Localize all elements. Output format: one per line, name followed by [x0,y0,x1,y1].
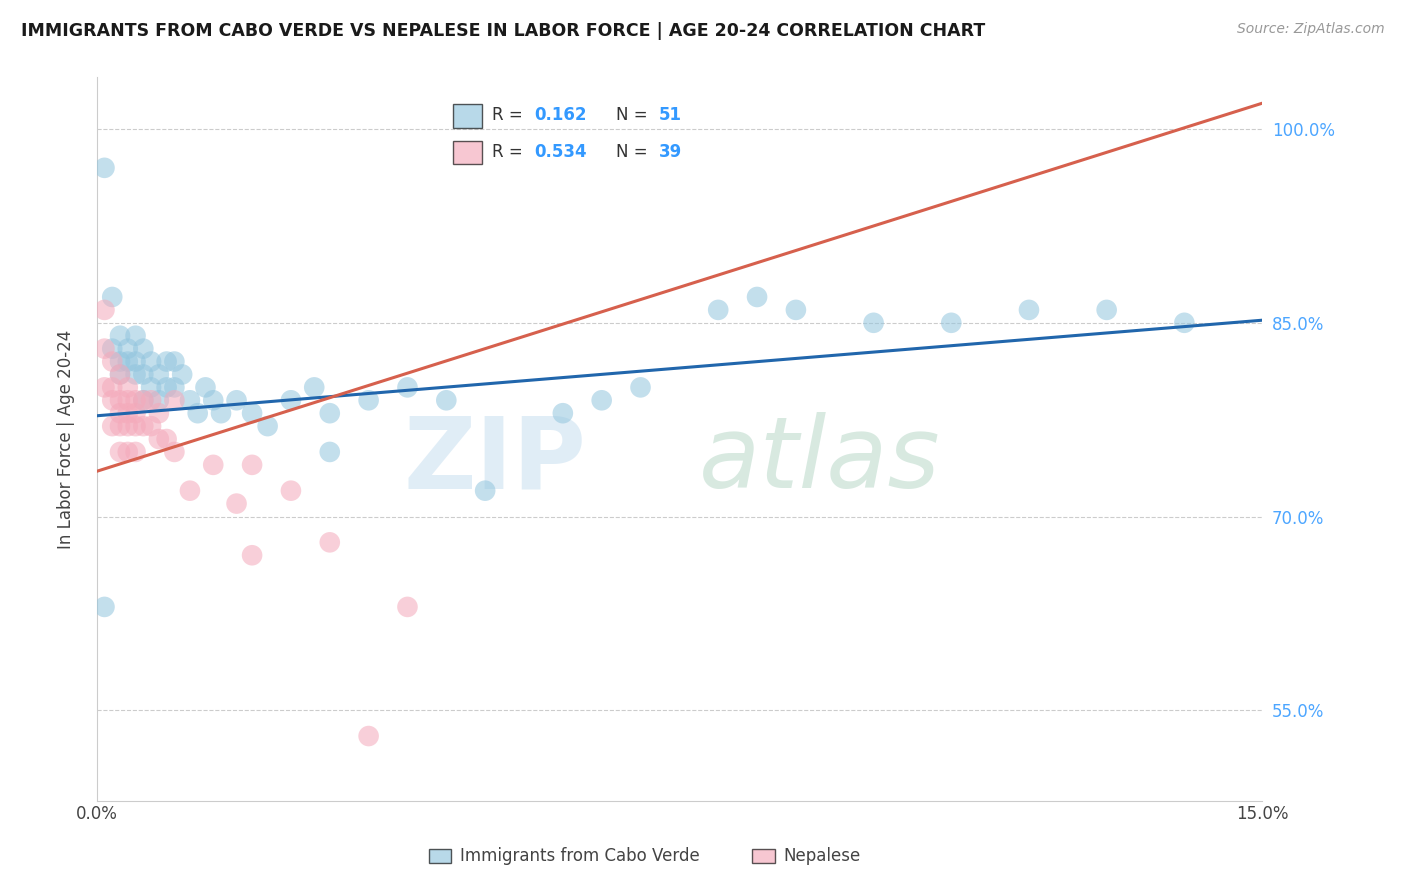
Point [148,406,170,420]
Text: ZIP: ZIP [404,412,586,509]
Point [434,393,457,408]
Point [202,458,225,472]
Point [156,354,179,368]
Point [1095,302,1118,317]
Point [785,302,807,317]
Point [132,368,155,382]
Point [101,393,124,408]
Point [280,483,302,498]
Point [319,535,342,549]
Text: Source: ZipAtlas.com: Source: ZipAtlas.com [1237,22,1385,37]
Point [124,368,146,382]
Point [225,497,247,511]
Point [93,302,115,317]
Point [156,432,179,446]
Point [117,354,139,368]
Point [132,419,155,434]
Point [124,406,146,420]
Point [1173,316,1195,330]
Point [117,380,139,394]
Text: Nepalese: Nepalese [783,847,860,865]
Point [124,419,146,434]
Point [319,445,342,459]
Point [93,599,115,614]
Point [240,458,263,472]
Point [93,342,115,356]
Point [132,393,155,408]
Point [256,419,278,434]
Point [357,393,380,408]
Point [124,393,146,408]
Point [108,406,131,420]
Point [745,290,768,304]
Point [108,328,131,343]
Point [302,380,325,394]
Point [396,380,419,394]
Point [108,445,131,459]
Point [101,342,124,356]
Point [179,393,201,408]
Point [156,380,179,394]
Point [240,406,263,420]
Point [202,393,225,408]
Point [117,393,139,408]
Point [108,419,131,434]
Point [172,368,194,382]
Point [225,393,247,408]
Point [132,342,155,356]
Point [862,316,884,330]
Point [148,368,170,382]
Point [132,393,155,408]
Point [163,393,186,408]
Point [163,354,186,368]
Point [187,406,209,420]
Point [101,380,124,394]
Point [209,406,232,420]
Point [240,548,263,562]
Text: IMMIGRANTS FROM CABO VERDE VS NEPALESE IN LABOR FORCE | AGE 20-24 CORRELATION CH: IMMIGRANTS FROM CABO VERDE VS NEPALESE I… [21,22,986,40]
Point [93,161,115,175]
Point [163,380,186,394]
Point [941,316,963,330]
Point [139,419,162,434]
Point [396,599,419,614]
Point [551,406,574,420]
Point [163,445,186,459]
Point [117,342,139,356]
Point [124,328,146,343]
Point [139,354,162,368]
Point [101,290,124,304]
Text: Immigrants from Cabo Verde: Immigrants from Cabo Verde [460,847,700,865]
Point [148,432,170,446]
Point [148,393,170,408]
Text: atlas: atlas [699,412,941,509]
Y-axis label: In Labor Force | Age 20-24: In Labor Force | Age 20-24 [58,329,75,549]
Point [591,393,613,408]
Point [319,406,342,420]
Point [108,354,131,368]
Point [108,393,131,408]
Point [124,354,146,368]
Point [124,445,146,459]
Point [101,419,124,434]
Point [101,354,124,368]
Point [630,380,652,394]
Point [117,445,139,459]
Point [474,483,496,498]
Point [357,729,380,743]
Point [117,419,139,434]
Point [93,380,115,394]
Point [108,368,131,382]
Point [280,393,302,408]
Point [117,406,139,420]
Point [194,380,217,394]
Point [707,302,730,317]
Point [139,380,162,394]
Point [179,483,201,498]
Point [139,393,162,408]
Point [1018,302,1040,317]
Point [108,368,131,382]
